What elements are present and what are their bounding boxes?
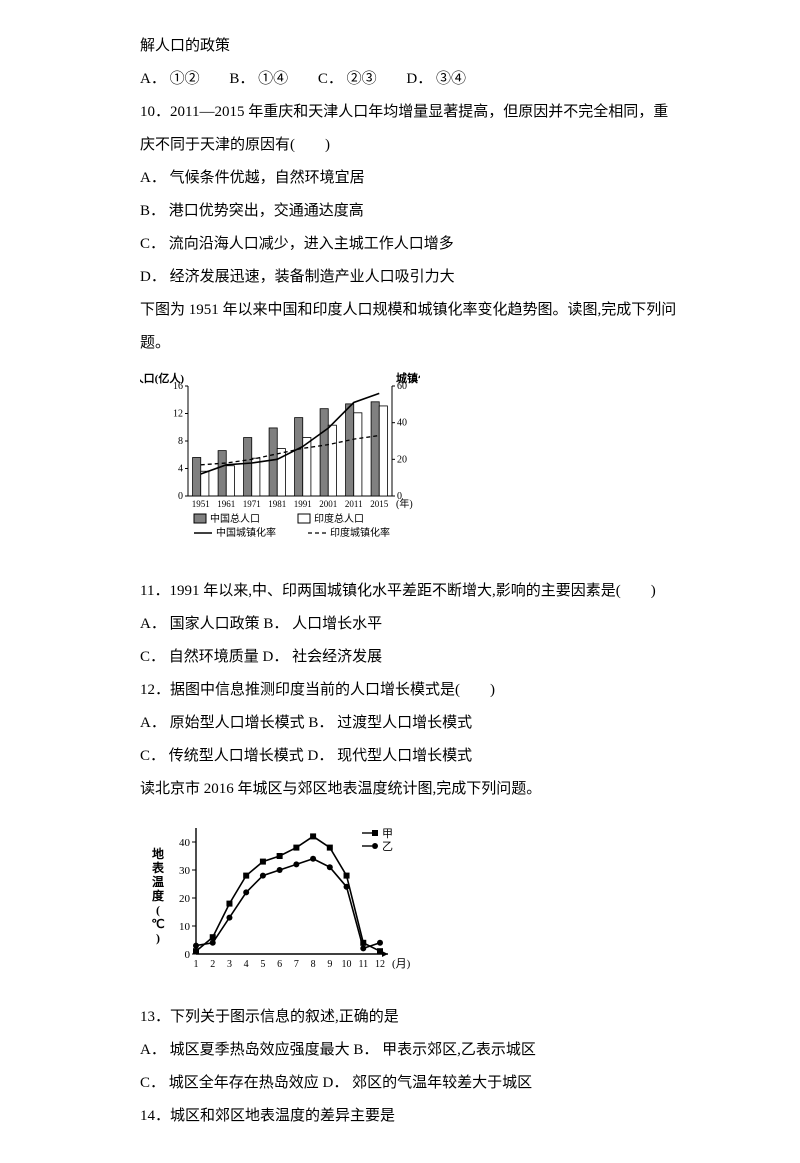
fig2-svg: 地表温度(℃)010203040123456789101112(月)甲乙 bbox=[140, 814, 430, 984]
svg-text:0: 0 bbox=[178, 491, 183, 502]
svg-text:0: 0 bbox=[185, 949, 191, 961]
svg-text:): ) bbox=[156, 931, 160, 945]
svg-text:印度城镇化率: 印度城镇化率 bbox=[330, 526, 390, 539]
svg-text:(: ( bbox=[156, 903, 160, 917]
svg-text:12: 12 bbox=[375, 959, 385, 970]
fig1-chart: 总人口(亿人)城镇化率(%)04812160204060195119611971… bbox=[140, 368, 680, 571]
svg-text:印度总人口: 印度总人口 bbox=[314, 512, 364, 525]
q9-C: C． ②③ bbox=[318, 63, 377, 96]
svg-text:40: 40 bbox=[397, 418, 407, 429]
svg-text:2015: 2015 bbox=[370, 499, 389, 509]
fig2-chart: 地表温度(℃)010203040123456789101112(月)甲乙 bbox=[140, 814, 680, 997]
svg-text:1971: 1971 bbox=[243, 499, 261, 509]
svg-text:3: 3 bbox=[227, 959, 232, 970]
svg-text:1991: 1991 bbox=[294, 499, 312, 509]
svg-text:(年): (年) bbox=[396, 497, 413, 510]
svg-text:11: 11 bbox=[358, 959, 368, 970]
q10-B: B． 港口优势突出，交通通达度高 bbox=[140, 195, 680, 228]
svg-text:12: 12 bbox=[173, 409, 183, 420]
svg-text:9: 9 bbox=[327, 959, 332, 970]
q11-A: A． 国家人口政策 B． 人口增长水平 bbox=[140, 608, 680, 641]
q10-A: A． 气候条件优越，自然环境宜居 bbox=[140, 162, 680, 195]
svg-text:8: 8 bbox=[311, 959, 316, 970]
svg-text:乙: 乙 bbox=[382, 840, 393, 853]
q9-options: A． ①② B． ①④ C． ②③ D． ③④ bbox=[140, 63, 680, 96]
fig1-svg: 总人口(亿人)城镇化率(%)04812160204060195119611971… bbox=[140, 368, 420, 558]
svg-text:1981: 1981 bbox=[268, 499, 286, 509]
svg-text:16: 16 bbox=[173, 381, 183, 392]
q10-C: C． 流向沿海人口减少，进入主城工作人口增多 bbox=[140, 228, 680, 261]
svg-text:2: 2 bbox=[210, 959, 215, 970]
svg-text:4: 4 bbox=[244, 959, 249, 970]
svg-text:甲: 甲 bbox=[382, 828, 393, 840]
q10-D: D． 经济发展迅速，装备制造产业人口吸引力大 bbox=[140, 261, 680, 294]
svg-text:8: 8 bbox=[178, 436, 183, 447]
svg-text:4: 4 bbox=[178, 464, 183, 475]
svg-text:地: 地 bbox=[152, 846, 164, 861]
svg-text:20: 20 bbox=[397, 454, 407, 465]
q13-C: C． 城区全年存在热岛效应 D． 郊区的气温年较差大于城区 bbox=[140, 1067, 680, 1100]
svg-text:7: 7 bbox=[294, 959, 299, 970]
svg-text:℃: ℃ bbox=[151, 917, 164, 931]
svg-text:30: 30 bbox=[179, 865, 191, 877]
svg-text:5: 5 bbox=[260, 959, 265, 970]
svg-text:温: 温 bbox=[152, 875, 164, 889]
q13-A: A． 城区夏季热岛效应强度最大 B． 甲表示郊区,乙表示城区 bbox=[140, 1034, 680, 1067]
svg-text:(月): (月) bbox=[392, 958, 411, 970]
svg-text:中国总人口: 中国总人口 bbox=[210, 512, 260, 525]
q12-C: C． 传统型人口增长模式 D． 现代型人口增长模式 bbox=[140, 740, 680, 773]
svg-text:1961: 1961 bbox=[217, 499, 235, 509]
q11-stem: 11．1991 年以来,中、印两国城镇化水平差距不断增大,影响的主要因素是( ) bbox=[140, 575, 680, 608]
q12-stem: 12．据图中信息推测印度当前的人口增长模式是( ) bbox=[140, 674, 680, 707]
q12-A: A． 原始型人口增长模式 B． 过渡型人口增长模式 bbox=[140, 707, 680, 740]
svg-text:2011: 2011 bbox=[345, 499, 363, 509]
svg-text:10: 10 bbox=[342, 959, 352, 970]
q10-stem: 10．2011—2015 年重庆和天津人口年均增量显著提高，但原因并不完全相同，… bbox=[140, 96, 680, 162]
svg-text:中国城镇化率: 中国城镇化率 bbox=[216, 526, 276, 539]
svg-text:6: 6 bbox=[277, 959, 282, 970]
q11-C: C． 自然环境质量 D． 社会经济发展 bbox=[140, 641, 680, 674]
svg-text:度: 度 bbox=[152, 888, 165, 903]
svg-text:40: 40 bbox=[179, 837, 191, 849]
q9-B: B． ①④ bbox=[229, 63, 288, 96]
q9-A: A． ①② bbox=[140, 63, 200, 96]
svg-text:20: 20 bbox=[179, 893, 191, 905]
svg-text:2001: 2001 bbox=[319, 499, 337, 509]
q13-stem: 13．下列关于图示信息的叙述,正确的是 bbox=[140, 1001, 680, 1034]
svg-text:1: 1 bbox=[194, 959, 199, 970]
page: 解人口的政策 A． ①② B． ①④ C． ②③ D． ③④ 10．2011—2… bbox=[0, 0, 800, 1163]
fig1-caption: 下图为 1951 年以来中国和印度人口规模和城镇化率变化趋势图。读图,完成下列问… bbox=[140, 294, 680, 360]
q14-stem: 14．城区和郊区地表温度的差异主要是 bbox=[140, 1100, 680, 1133]
intro-line: 解人口的政策 bbox=[140, 30, 680, 63]
svg-text:10: 10 bbox=[179, 921, 191, 933]
q9-D: D． ③④ bbox=[406, 63, 466, 96]
svg-text:1951: 1951 bbox=[192, 499, 210, 509]
svg-text:表: 表 bbox=[151, 860, 165, 875]
fig2-caption: 读北京市 2016 年城区与郊区地表温度统计图,完成下列问题。 bbox=[140, 773, 680, 806]
svg-text:60: 60 bbox=[397, 381, 407, 392]
